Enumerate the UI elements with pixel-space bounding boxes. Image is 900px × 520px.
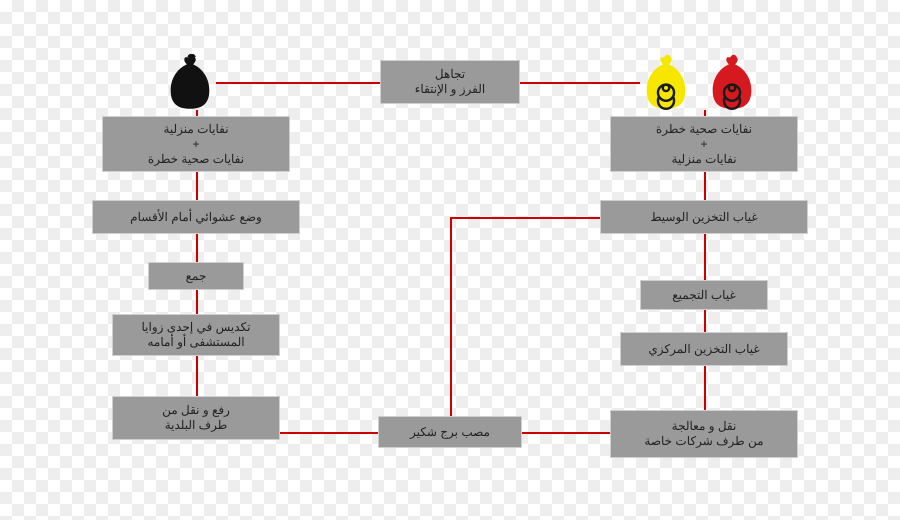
edge [450, 217, 452, 416]
flowchart-node-left_3: جمع [148, 262, 244, 290]
flowchart-node-left_4: تكديس في إحدى زوايا المستشفى أو أمامه [112, 314, 280, 356]
edge [522, 432, 610, 434]
biohazard-bag-icon [640, 54, 692, 112]
flowchart-node-right_4: غياب التخزين المركزي [620, 332, 788, 366]
flowchart-node-left_2: وضع عشوائي أمام الأقسام [92, 200, 300, 234]
edge [216, 82, 380, 84]
biohazard-bag-icon [706, 54, 758, 112]
flowchart-node-right_3: غياب التجميع [640, 280, 768, 310]
edge [196, 172, 198, 200]
edge [450, 217, 600, 219]
flowchart-node-right_5: نقل و معالجة من طرف شركات خاصة [610, 410, 798, 458]
flowchart-node-right_1: نفايات صحية خطرة + نفايات منزلية [610, 116, 798, 172]
flowchart-node-left_1: نفايات منزلية + نفايات صحية خطرة [102, 116, 290, 172]
flowchart-node-right_2: غياب التخزين الوسيط [600, 200, 808, 234]
edge [704, 366, 706, 410]
flowchart-node-left_5: رفع و نقل من طرف البلدية [112, 396, 280, 440]
edge [704, 234, 706, 280]
flowchart-node-top_center: تجاهل الفرز و الإنتقاء [380, 60, 520, 104]
edge [280, 432, 378, 434]
trash-bag-icon [164, 54, 216, 112]
flowchart-node-bottom_center: مصب برج شكير [378, 416, 522, 448]
edge [704, 172, 706, 200]
edge [196, 290, 198, 314]
edge [196, 356, 198, 396]
edge [196, 234, 198, 262]
edge [520, 82, 640, 84]
edge [704, 310, 706, 332]
